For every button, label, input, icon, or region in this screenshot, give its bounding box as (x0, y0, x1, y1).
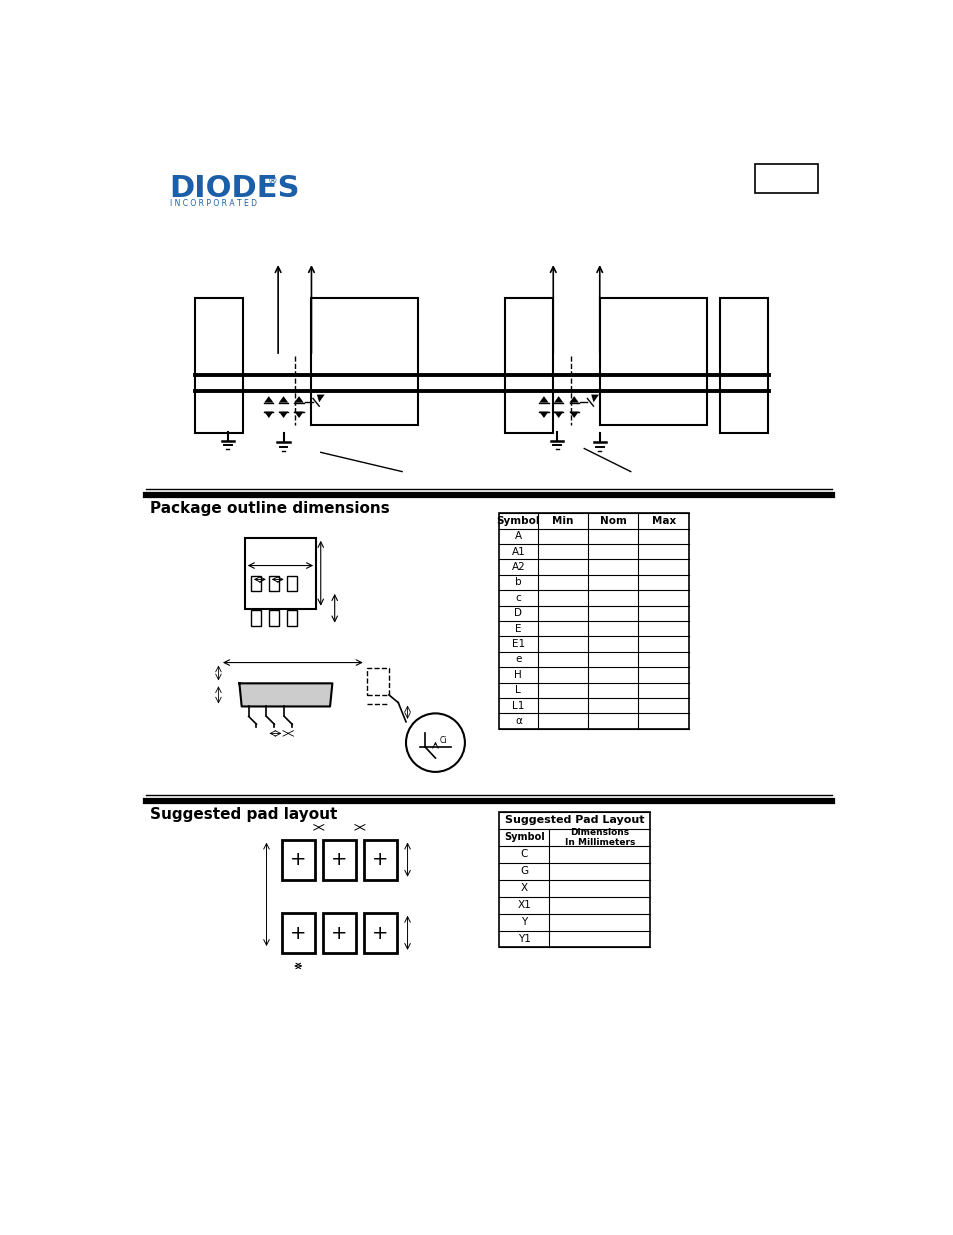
Text: A1: A1 (511, 547, 525, 557)
Text: A: A (515, 531, 521, 541)
Polygon shape (569, 411, 578, 417)
Text: c: c (515, 593, 520, 603)
Text: L1: L1 (512, 700, 524, 710)
Polygon shape (538, 411, 548, 417)
Text: H: H (514, 669, 521, 680)
Text: Package outline dimensions: Package outline dimensions (150, 501, 390, 516)
Text: Max: Max (651, 516, 675, 526)
Text: Y1: Y1 (517, 934, 530, 944)
Bar (720, 299, 767, 433)
Text: DIODES: DIODES (170, 174, 300, 203)
Text: E1: E1 (511, 638, 524, 650)
Bar (311, 299, 418, 425)
Bar (498, 811, 649, 947)
Text: Dimensions
In Millimeters: Dimensions In Millimeters (564, 827, 635, 847)
Bar (505, 299, 553, 433)
Bar (195, 299, 243, 433)
Bar (251, 610, 261, 626)
Text: X: X (520, 883, 527, 893)
Text: +: + (372, 924, 388, 944)
Bar (498, 514, 688, 729)
Text: +: + (331, 850, 347, 869)
Polygon shape (591, 395, 598, 403)
Bar (282, 840, 314, 879)
Bar (754, 163, 818, 193)
Bar (323, 913, 355, 953)
Text: D: D (514, 609, 522, 619)
Text: Suggested pad layout: Suggested pad layout (150, 806, 337, 821)
Bar (286, 610, 296, 626)
Bar (269, 576, 278, 592)
Bar (251, 576, 261, 592)
Bar (286, 576, 296, 592)
Polygon shape (294, 396, 303, 403)
Polygon shape (554, 411, 562, 417)
Bar (599, 299, 706, 425)
Text: Y: Y (520, 918, 527, 927)
Text: α: α (515, 716, 521, 726)
Text: +: + (290, 924, 306, 944)
Circle shape (406, 714, 464, 772)
Text: +: + (372, 850, 388, 869)
Text: A2: A2 (511, 562, 525, 572)
Polygon shape (264, 396, 274, 403)
Text: Suggested Pad Layout: Suggested Pad Layout (504, 815, 643, 825)
Text: Symbol: Symbol (497, 516, 539, 526)
Bar (323, 840, 355, 879)
Text: b: b (515, 578, 521, 588)
Bar (282, 913, 314, 953)
Text: L: L (515, 685, 520, 695)
Text: Min: Min (552, 516, 573, 526)
Text: +: + (331, 924, 347, 944)
Text: Symbol: Symbol (503, 832, 544, 842)
Polygon shape (239, 683, 332, 706)
Bar (245, 537, 315, 609)
Text: Ci: Ci (439, 736, 447, 745)
Bar (364, 840, 396, 879)
Text: I N C O R P O R A T E D: I N C O R P O R A T E D (170, 199, 256, 209)
Bar (364, 913, 396, 953)
Text: C: C (520, 850, 527, 860)
Bar (367, 668, 389, 695)
Text: E: E (515, 624, 521, 634)
Polygon shape (264, 411, 274, 417)
Text: e: e (515, 655, 521, 664)
Polygon shape (538, 396, 548, 403)
Text: ®: ® (268, 177, 277, 186)
Polygon shape (278, 396, 288, 403)
Polygon shape (278, 411, 288, 417)
Polygon shape (316, 395, 324, 403)
Polygon shape (569, 396, 578, 403)
Text: G: G (519, 866, 528, 876)
Polygon shape (294, 411, 303, 417)
Polygon shape (554, 396, 562, 403)
Text: X1: X1 (517, 900, 531, 910)
Bar (269, 610, 278, 626)
Text: Nom: Nom (599, 516, 626, 526)
Text: +: + (290, 850, 306, 869)
